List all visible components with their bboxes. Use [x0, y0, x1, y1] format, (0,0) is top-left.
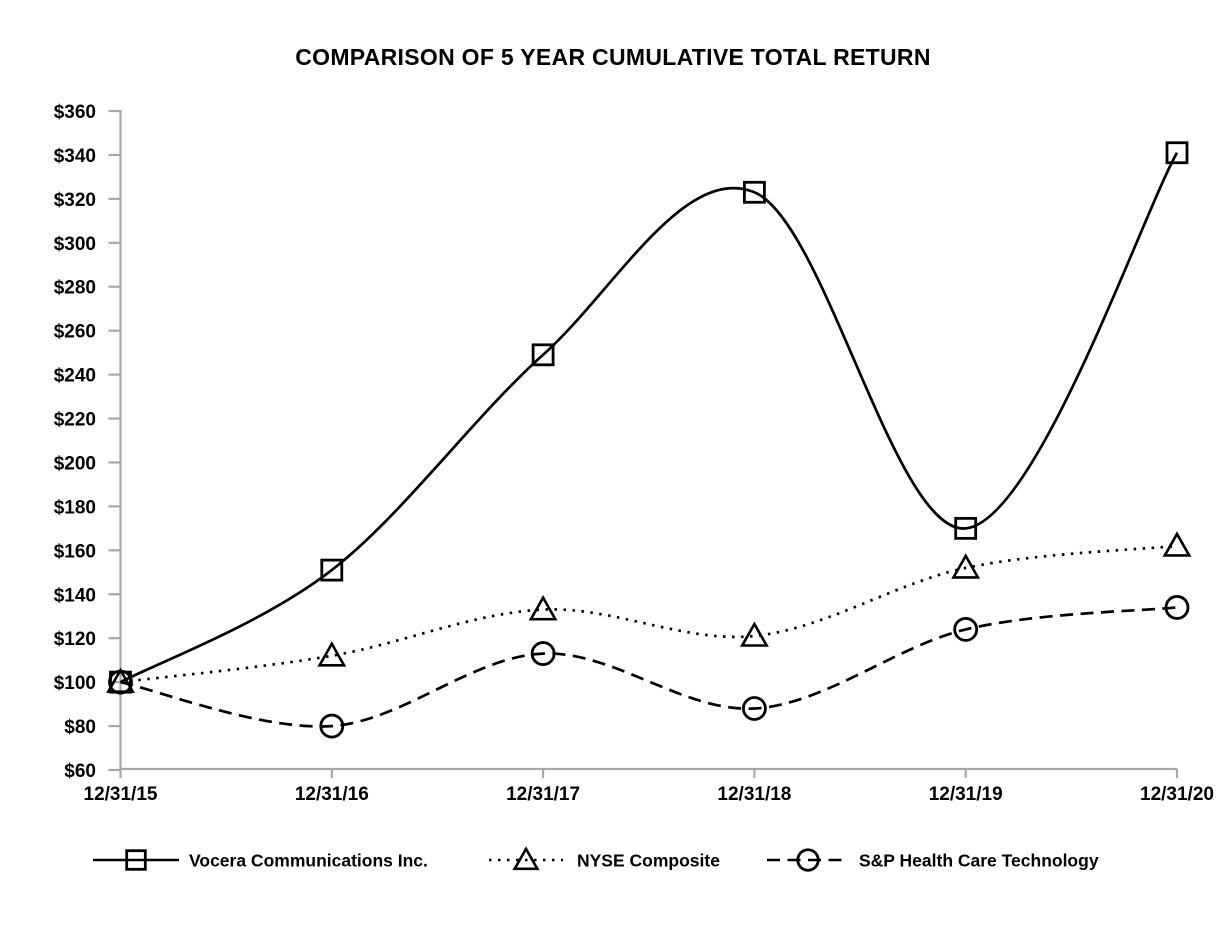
marker-triangle: [739, 621, 769, 647]
y-tick-label: $360: [54, 102, 96, 123]
x-tick-label: 12/31/17: [506, 784, 580, 805]
legend-label: Vocera Communications Inc.: [189, 851, 428, 871]
legend-item-s-p-health-care-technology: S&P Health Care Technology: [767, 848, 1099, 872]
marker-square: [743, 180, 766, 204]
marker-circle: [108, 669, 133, 695]
y-tick-label: $120: [54, 629, 96, 650]
marker-circle: [953, 617, 979, 642]
y-tick-label: $140: [54, 585, 96, 606]
marker-square: [531, 343, 555, 367]
marker-triangle: [951, 553, 981, 579]
x-tick-label: 12/31/20: [1140, 784, 1214, 805]
series-line-nyse-composite: [120, 544, 1178, 684]
series-line-s-p-health-care-technology: [120, 606, 1178, 728]
marker-triangle: [106, 667, 135, 693]
legend: Vocera Communications Inc. NYSE Composite…: [93, 846, 1099, 872]
series-line-vocera-communications-inc: [119, 152, 1179, 684]
marker-square: [320, 558, 344, 582]
y-tick-label: $300: [54, 234, 96, 255]
marker-square: [125, 849, 147, 871]
y-tick-label: $80: [64, 717, 96, 738]
marker-circle: [319, 713, 345, 739]
series-markers-s-p-health-care-technology: [108, 595, 1190, 739]
marker-circle: [530, 641, 556, 666]
y-tick-label: $180: [54, 497, 96, 518]
marker-circle: [742, 696, 767, 721]
y-tick-label: $200: [54, 453, 96, 474]
y-tick-label: $220: [54, 410, 96, 431]
legend-item-vocera-communications-inc: Vocera Communications Inc.: [93, 849, 428, 871]
chart-title: COMPARISON OF 5 YEAR CUMULATIVE TOTAL RE…: [295, 44, 931, 70]
legend-label: NYSE Composite: [577, 851, 720, 871]
marker-square: [1165, 141, 1189, 165]
y-tick-label: $60: [64, 761, 96, 782]
x-tick-label: 12/31/16: [295, 784, 369, 805]
y-tick-label: $260: [54, 322, 96, 343]
y-tick-label: $240: [54, 366, 96, 387]
marker-circle: [796, 848, 820, 872]
x-tick-label: 12/31/19: [929, 784, 1003, 805]
y-tick-label: $320: [54, 190, 96, 211]
series-markers-nyse-composite: [106, 531, 1192, 693]
legend-label: S&P Health Care Technology: [859, 851, 1099, 871]
marker-square: [954, 516, 978, 540]
y-tick-label: $340: [54, 146, 96, 167]
marker-circle: [1164, 595, 1190, 620]
marker-triangle: [1162, 531, 1192, 557]
y-tick-label: $280: [54, 278, 96, 299]
y-tick-label: $100: [54, 673, 96, 694]
marker-triangle: [512, 846, 540, 871]
legend-item-nyse-composite: NYSE Composite: [489, 846, 720, 871]
y-tick-label: $160: [54, 541, 96, 562]
marker-triangle: [528, 595, 558, 621]
x-tick-label: 12/31/15: [84, 784, 158, 805]
marker-triangle: [317, 641, 347, 667]
x-tick-label: 12/31/18: [717, 784, 791, 805]
